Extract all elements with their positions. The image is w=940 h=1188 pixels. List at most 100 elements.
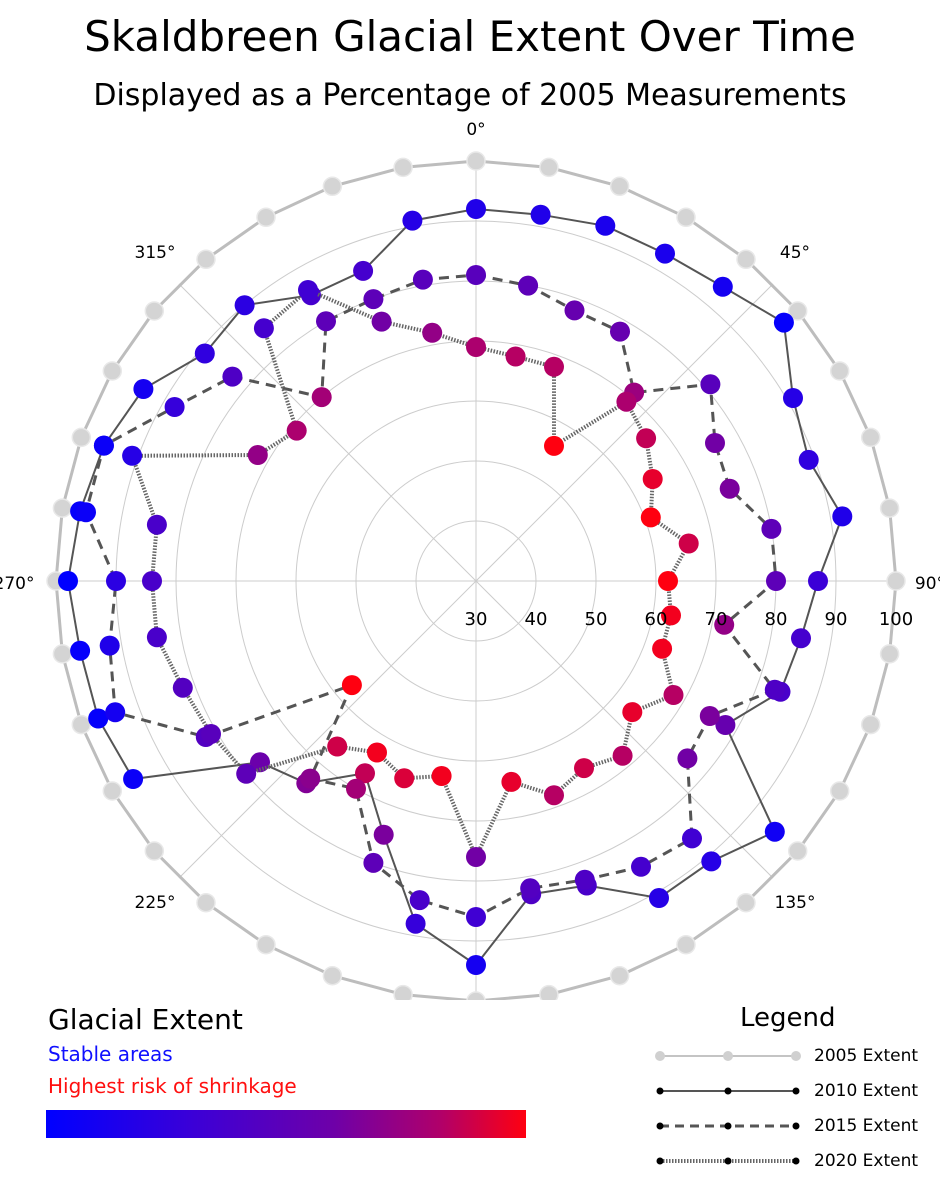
data-point-1-40 bbox=[712, 276, 733, 297]
data-point-3-330 bbox=[298, 280, 318, 300]
data-point-1-140 bbox=[701, 851, 722, 872]
data-point-1-200 bbox=[373, 824, 394, 845]
legend-label-2015: 2015 Extent bbox=[814, 1116, 919, 1136]
data-point-2-90 bbox=[766, 571, 786, 591]
data-point-1-120 bbox=[715, 715, 736, 735]
data-point-3-40 bbox=[616, 391, 637, 412]
data-point-3-70 bbox=[640, 507, 661, 528]
data-point-0-280 bbox=[52, 498, 73, 518]
data-point-3-120 bbox=[663, 685, 684, 705]
data-point-0-150 bbox=[676, 934, 696, 955]
radial-tick-40: 40 bbox=[525, 609, 548, 630]
data-point-0-260 bbox=[52, 644, 73, 664]
data-point-2-200 bbox=[363, 852, 384, 873]
data-point-1-190 bbox=[405, 913, 426, 934]
data-point-1-130 bbox=[764, 821, 785, 842]
radial-tick-60: 60 bbox=[645, 609, 668, 630]
data-point-3-160 bbox=[544, 785, 564, 806]
data-point-2-310 bbox=[222, 366, 243, 387]
data-point-0-120 bbox=[829, 781, 850, 801]
radial-tick-80: 80 bbox=[765, 609, 788, 630]
radial-tick-30: 30 bbox=[465, 609, 488, 630]
data-point-0-300 bbox=[102, 361, 123, 381]
chart-title: Skaldbreen Glacial Extent Over Time bbox=[84, 12, 856, 61]
data-point-3-210 bbox=[367, 742, 387, 763]
data-point-2-20 bbox=[564, 300, 585, 321]
data-point-1-260 bbox=[70, 640, 91, 661]
data-point-2-210 bbox=[346, 778, 366, 799]
data-point-3-260 bbox=[146, 627, 167, 648]
data-point-0-240 bbox=[102, 781, 123, 801]
data-point-3-60 bbox=[642, 469, 663, 489]
data-point-3-270 bbox=[142, 571, 162, 591]
data-point-0-340 bbox=[322, 176, 343, 197]
data-point-1-340 bbox=[353, 260, 374, 281]
data-point-2-130 bbox=[677, 748, 698, 769]
axis-labels: 0°45°90°135°180°225°270°315°304050607080… bbox=[0, 120, 940, 913]
data-point-1-250 bbox=[88, 708, 109, 729]
stable-areas-label: Stable areas bbox=[48, 1042, 173, 1066]
radial-tick-70: 70 bbox=[705, 609, 728, 630]
data-point-3-50 bbox=[636, 428, 657, 449]
data-point-2-100 bbox=[714, 614, 735, 635]
data-point-3-170 bbox=[501, 771, 522, 792]
data-point-0-290 bbox=[71, 427, 92, 448]
data-point-2-340 bbox=[363, 289, 384, 310]
legend-item-2005: 2005 Extent bbox=[650, 1042, 940, 1070]
data-point-0-320 bbox=[196, 249, 216, 270]
data-point-0-0 bbox=[466, 151, 486, 171]
data-point-0-30 bbox=[676, 207, 696, 228]
data-point-1-310 bbox=[194, 343, 215, 364]
data-point-3-130 bbox=[622, 702, 643, 723]
data-point-2-50 bbox=[700, 374, 721, 395]
data-point-0-90 bbox=[886, 571, 906, 591]
legend-label-2010: 2010 Extent bbox=[814, 1081, 919, 1101]
radial-tick-50: 50 bbox=[585, 609, 608, 630]
data-point-1-60 bbox=[783, 388, 803, 408]
data-point-0-210 bbox=[256, 934, 276, 955]
data-point-3-340 bbox=[371, 311, 392, 332]
data-point-2-350 bbox=[412, 269, 433, 290]
radial-tick-100: 100 bbox=[879, 609, 913, 630]
legend-item-2010: 2010 Extent bbox=[650, 1077, 940, 1105]
series-line-2 bbox=[84, 273, 778, 919]
angle-label-0: 0° bbox=[466, 120, 485, 140]
data-point-0-60 bbox=[829, 361, 850, 381]
data-point-3-180 bbox=[466, 847, 486, 867]
data-point-2-150 bbox=[631, 856, 651, 877]
data-point-2-170 bbox=[520, 878, 541, 899]
radial-tick-90: 90 bbox=[825, 609, 848, 630]
data-point-3-80 bbox=[678, 533, 699, 554]
data-point-1-30 bbox=[655, 243, 675, 264]
data-point-3-220 bbox=[327, 736, 348, 757]
legend-label-2005: 2005 Extent bbox=[814, 1046, 919, 1066]
legend-swatch-2010 bbox=[656, 1087, 800, 1095]
legend-swatch-2020 bbox=[656, 1157, 800, 1165]
legend-swatch-2015 bbox=[656, 1122, 800, 1130]
data-point-2-140 bbox=[682, 828, 702, 849]
data-point-1-20 bbox=[595, 215, 616, 236]
data-point-2-120 bbox=[699, 706, 720, 726]
data-point-0-180 bbox=[466, 991, 486, 1000]
data-point-2-180 bbox=[466, 907, 486, 927]
data-point-2-320 bbox=[311, 387, 332, 408]
data-point-2-0 bbox=[466, 265, 486, 285]
angle-label-45: 45° bbox=[780, 243, 810, 263]
data-point-2-190 bbox=[409, 890, 430, 911]
data-point-3-240 bbox=[201, 724, 221, 744]
data-point-0-220 bbox=[196, 892, 216, 913]
data-point-0-170 bbox=[539, 984, 559, 1000]
data-point-3-0 bbox=[466, 337, 486, 357]
data-point-2-30 bbox=[610, 321, 630, 342]
data-point-1-50 bbox=[773, 312, 794, 333]
data-point-0-330 bbox=[256, 207, 276, 228]
grid-spoke-225 bbox=[178, 580, 477, 879]
data-point-2-270 bbox=[106, 571, 126, 591]
data-point-3-190 bbox=[431, 766, 452, 786]
data-point-2-290 bbox=[93, 435, 114, 456]
data-point-0-100 bbox=[879, 644, 900, 664]
series-2005-extent bbox=[46, 151, 906, 1000]
data-point-3-150 bbox=[574, 758, 594, 779]
data-point-0-230 bbox=[144, 841, 165, 861]
data-point-3-10 bbox=[505, 346, 526, 367]
